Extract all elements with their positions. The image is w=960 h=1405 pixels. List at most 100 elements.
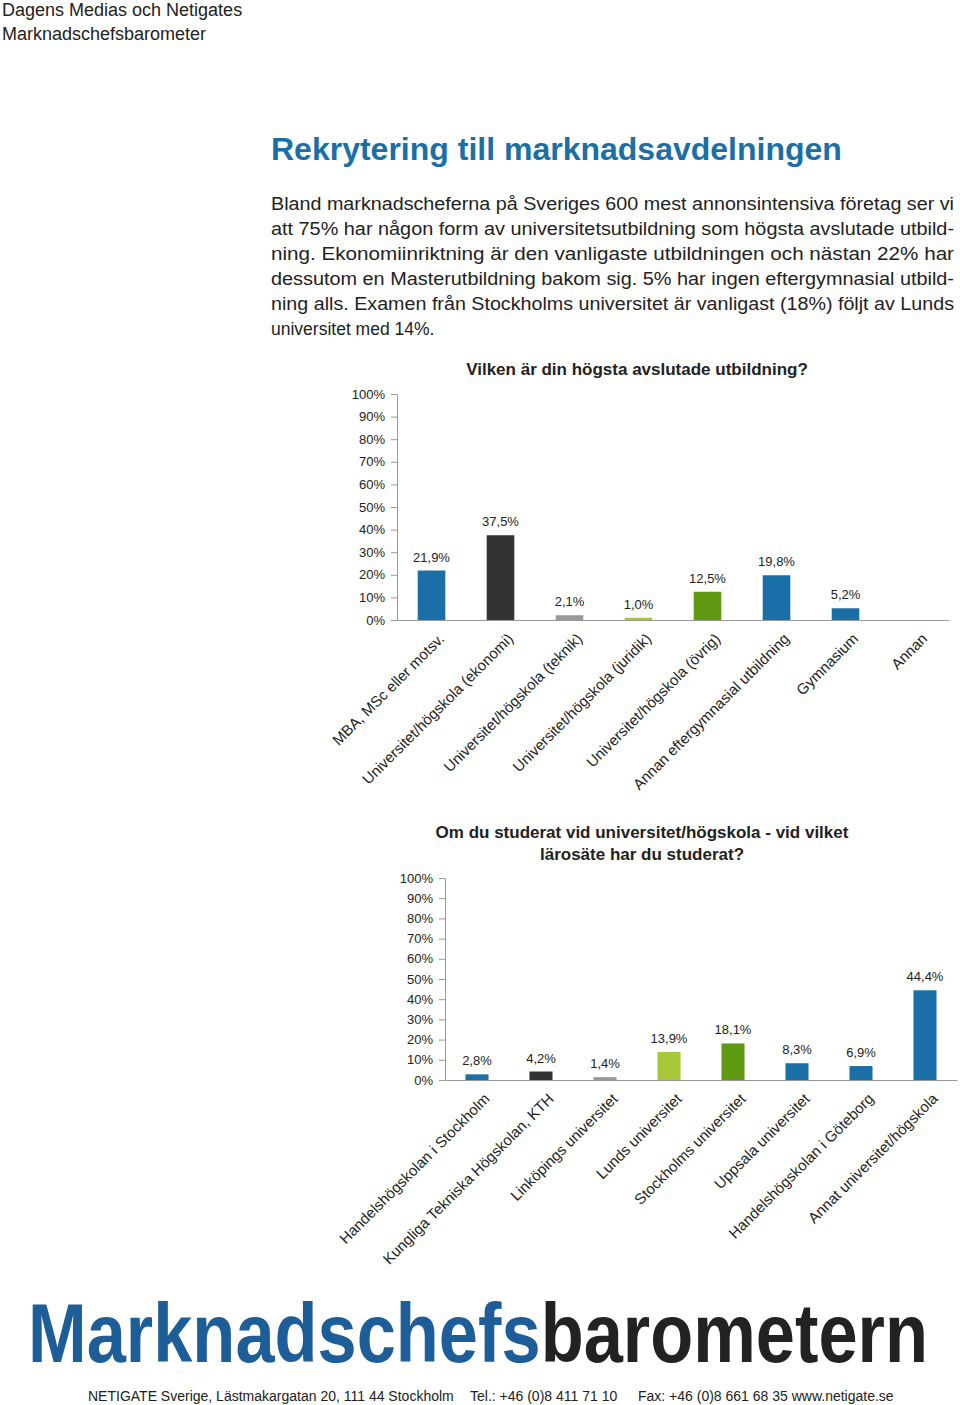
bar: [418, 571, 446, 620]
bars: [465, 990, 936, 1080]
chart-title: Om du studerat vid universitet/högskola …: [436, 823, 849, 842]
bar: [657, 1052, 680, 1080]
y-tick-mark: [391, 507, 397, 508]
y-tick-label: 30%: [407, 1012, 433, 1027]
chart: Om du studerat vid universitet/högskola …: [336, 823, 958, 1267]
y-tick-label: 70%: [407, 931, 433, 946]
body-line: ning. Ekonomiinriktning är den vanligast…: [271, 244, 954, 264]
data-label: 19,8%: [758, 554, 795, 569]
y-tick-mark: [391, 417, 397, 418]
x-tick: Universitet/högskola (övrig): [583, 630, 724, 771]
bar: [465, 1074, 488, 1080]
y-tick-mark: [439, 1040, 445, 1041]
data-label: 6,9%: [846, 1045, 876, 1060]
y-tick-mark: [391, 462, 397, 463]
bar: [763, 575, 791, 620]
data-label: 21,9%: [413, 550, 450, 565]
y-tick: 50%: [407, 972, 445, 987]
x-tick: Universitet/högskola (teknik): [440, 630, 585, 775]
x-tick-label: Stockholms universitet: [631, 1089, 750, 1208]
logo: Marknadschefsbarometern: [28, 1286, 928, 1380]
y-tick: 40%: [407, 992, 445, 1007]
y-tick: 20%: [407, 1032, 445, 1047]
bar: [785, 1063, 808, 1080]
bar: [913, 990, 936, 1080]
bar: [529, 1072, 552, 1080]
y-tick-mark: [439, 939, 445, 940]
data-label: 5,2%: [831, 587, 861, 602]
y-tick: 10%: [359, 590, 397, 605]
bar: [849, 1066, 872, 1080]
x-tick-label: MBA, MSc eller motsv.: [329, 630, 448, 749]
y-tick-label: 10%: [359, 590, 385, 605]
y-tick: 80%: [407, 911, 445, 926]
y-tick-mark: [439, 1060, 445, 1061]
header-line: Marknadschefsbarometer: [2, 24, 206, 44]
y-tick: 80%: [359, 432, 397, 447]
y-tick-mark: [391, 394, 397, 395]
y-tick-label: 20%: [407, 1032, 433, 1047]
page: Dagens Medias och NetigatesMarknadschefs…: [0, 0, 960, 1405]
page-title: Rekrytering till marknadsavdelningen: [271, 131, 842, 167]
y-axis: 0% 10% 20% 30% 40% 50% 60% 70% 80% 90% 100%: [352, 387, 398, 628]
bar: [694, 592, 722, 620]
body-line: universitet med 14%.: [271, 319, 434, 339]
y-tick: 90%: [407, 891, 445, 906]
bar: [593, 1077, 616, 1080]
data-label: 4,2%: [526, 1051, 556, 1066]
y-tick: 70%: [359, 454, 397, 469]
x-tick-label: Linköpings universitet: [507, 1089, 622, 1204]
y-tick: 0%: [366, 613, 397, 628]
y-tick-label: 80%: [359, 432, 385, 447]
y-tick-label: 70%: [359, 454, 385, 469]
y-tick-label: 50%: [407, 972, 433, 987]
chart-title: lärosäte har du studerat?: [540, 845, 744, 864]
y-tick: 20%: [359, 567, 397, 582]
data-label: 1,4%: [590, 1056, 620, 1071]
x-tick: Universitet/högskola (ekonomi): [359, 630, 517, 788]
y-tick: 0%: [414, 1073, 445, 1088]
y-tick-label: 90%: [359, 409, 385, 424]
logo-part: barometern: [541, 1286, 928, 1380]
y-tick-mark: [439, 1080, 445, 1081]
x-tick-label: Universitet/högskola (teknik): [440, 630, 585, 775]
data-label: 2,1%: [555, 594, 585, 609]
x-tick: Annat universitet/högskola: [804, 1089, 941, 1226]
x-tick-label: Universitet/högskola (juridik): [509, 630, 654, 775]
y-tick-mark: [439, 999, 445, 1000]
x-axis-line: [398, 620, 950, 621]
y-tick-label: 90%: [407, 891, 433, 906]
bar: [625, 618, 653, 620]
x-axis: MBA, MSc eller motsv.Universitet/högskol…: [329, 621, 950, 793]
data-labels: 21,9%37,5%2,1%1,0%12,5%19,8%5,2%: [413, 514, 861, 611]
y-tick-mark: [439, 898, 445, 899]
chart: Vilken är din högsta avslutade utbildnin…: [329, 360, 950, 793]
body-line: dessutom en Masterutbildning bakom sig. …: [271, 269, 954, 289]
data-labels: 2,8%4,2%1,4%13,9%18,1%8,3%6,9%44,4%: [462, 969, 944, 1071]
bar: [556, 615, 584, 620]
y-tick-label: 10%: [407, 1052, 433, 1067]
body-line: ning alls. Examen från Stockholms univer…: [271, 294, 954, 314]
y-tick-label: 0%: [414, 1073, 433, 1088]
x-tick-label: Annan eftergymnasial utbildning: [629, 630, 792, 793]
y-tick: 40%: [359, 522, 397, 537]
bar: [487, 535, 515, 620]
y-tick-mark: [391, 575, 397, 576]
y-tick: 60%: [359, 477, 397, 492]
y-tick-mark: [391, 597, 397, 598]
body-line: att 75% har någon form av universitetsut…: [271, 219, 954, 239]
x-tick: Annan: [888, 630, 931, 673]
bar: [832, 608, 860, 620]
y-tick-label: 50%: [359, 500, 385, 515]
y-tick: 90%: [359, 409, 397, 424]
bar: [901, 620, 929, 621]
data-label: 12,5%: [689, 571, 726, 586]
x-tick: Linköpings universitet: [507, 1089, 622, 1204]
data-label: 37,5%: [482, 514, 519, 529]
y-tick: 100%: [352, 387, 397, 402]
y-tick-label: 0%: [366, 613, 385, 628]
y-tick: 50%: [359, 500, 397, 515]
y-tick-label: 30%: [359, 545, 385, 560]
y-axis-line: [445, 879, 446, 1081]
y-tick: 100%: [400, 871, 445, 886]
